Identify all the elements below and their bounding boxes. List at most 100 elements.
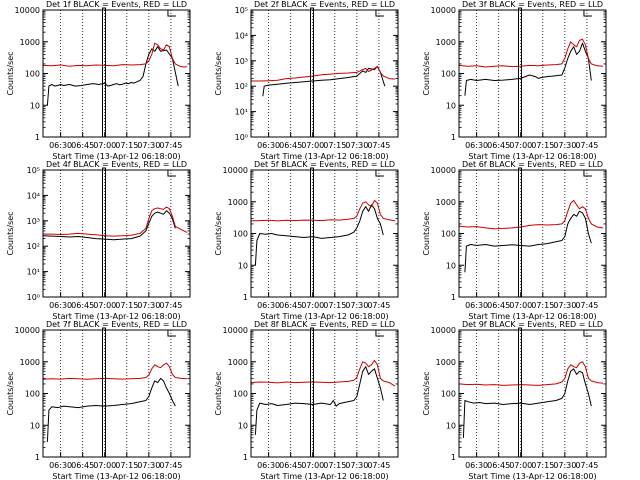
y-tick-label: 1 <box>35 133 40 142</box>
x-tick-label: 07:45 <box>159 141 182 150</box>
y-tick-label: 10 <box>446 101 456 110</box>
x-tick-label: 07:15 <box>323 141 346 150</box>
plot-frame <box>250 9 399 138</box>
y-axis-label: Counts/sec <box>214 371 223 415</box>
time-marker <box>310 7 315 138</box>
series-events <box>464 42 592 96</box>
x-tick-label: 06:30 <box>49 141 72 150</box>
y-tick-label: 100 <box>25 70 40 79</box>
x-tick-label: 06:30 <box>257 141 280 150</box>
time-marker <box>310 327 315 458</box>
panel-det-6: Det 6f BLACK = Events, RED = LLD Counts/s… <box>422 160 607 321</box>
panel-det-1: Det 1f BLACK = Events, RED = LLD Counts/s… <box>6 0 191 161</box>
panel-det-7: Det 7f BLACK = Events, RED = LLD Counts/s… <box>6 320 191 480</box>
x-axis-label: Start Time (13-Apr-12 06:18:00) <box>260 312 388 321</box>
interval-marker <box>375 170 384 177</box>
x-tick-label: 07:45 <box>367 301 390 310</box>
x-tick-label: 06:30 <box>465 301 488 310</box>
plot-frame <box>458 329 607 458</box>
x-axis-label: Start Time (13-Apr-12 06:18:00) <box>260 472 388 480</box>
y-tick-label: 10 <box>30 101 40 110</box>
y-tick-label: 100 <box>441 390 456 399</box>
y-axis-label: Counts/sec <box>214 51 223 95</box>
y-tick-label: 100 <box>441 70 456 79</box>
x-tick-label: 07:45 <box>575 301 598 310</box>
y-axis-label: Counts/sec <box>6 51 15 95</box>
x-axis-label: Start Time (13-Apr-12 06:18:00) <box>468 312 596 321</box>
panel-title: Det 3f BLACK = Events, RED = LLD <box>462 0 603 9</box>
x-tick-label: 07:15 <box>323 461 346 470</box>
x-tick-label: 07:30 <box>345 141 368 150</box>
y-tick-label: 100 <box>233 230 248 239</box>
panel-title: Det 4f BLACK = Events, RED = LLD <box>46 160 187 169</box>
x-tick-label: 07:00 <box>301 301 324 310</box>
panel-title: Det 7f BLACK = Events, RED = LLD <box>46 320 187 329</box>
y-tick-label: 10 <box>446 421 456 430</box>
y-tick-label: 1000 <box>436 38 456 47</box>
y-tick-label: 10000 <box>431 6 456 15</box>
interval-marker <box>583 170 592 177</box>
x-tick-label: 07:45 <box>575 141 598 150</box>
panel-det-3: Det 3f BLACK = Events, RED = LLD Counts/s… <box>422 0 607 161</box>
plot-frame <box>458 9 607 138</box>
y-tick-label: 1000 <box>20 358 40 367</box>
x-tick-label: 07:00 <box>93 301 116 310</box>
x-axis-label: Start Time (13-Apr-12 06:18:00) <box>468 472 596 480</box>
y-tick-label: 10⁴ <box>235 31 248 40</box>
x-tick-label: 06:45 <box>279 141 302 150</box>
series-lld <box>42 42 188 68</box>
y-tick-label: 10000 <box>223 166 248 175</box>
y-tick-label: 10³ <box>235 57 248 66</box>
interval-marker <box>167 170 176 177</box>
y-tick-label: 10000 <box>431 166 456 175</box>
x-tick-label: 07:30 <box>553 461 576 470</box>
y-tick-label: 10¹ <box>235 108 248 117</box>
x-tick-label: 07:00 <box>509 141 532 150</box>
y-tick-label: 10² <box>27 242 40 251</box>
y-tick-label: 1 <box>243 293 248 302</box>
plot-frame <box>42 169 191 298</box>
series-lld <box>43 206 188 237</box>
plot-frame <box>458 169 607 298</box>
y-tick-label: 1 <box>451 133 456 142</box>
y-tick-label: 100 <box>25 390 40 399</box>
x-tick-label: 07:45 <box>367 461 390 470</box>
interval-marker <box>583 330 592 337</box>
x-tick-label: 07:00 <box>509 301 532 310</box>
x-tick-label: 06:30 <box>257 461 280 470</box>
x-tick-label: 06:45 <box>279 461 302 470</box>
panel-title: Det 5f BLACK = Events, RED = LLD <box>254 160 395 169</box>
y-tick-label: 10⁰ <box>235 133 248 142</box>
y-tick-label: 10⁰ <box>27 293 40 302</box>
x-tick-label: 07:30 <box>137 461 160 470</box>
panel-det-5: Det 5f BLACK = Events, RED = LLD Counts/s… <box>214 160 399 321</box>
time-marker <box>102 327 107 458</box>
y-tick-label: 1 <box>451 293 456 302</box>
x-tick-label: 07:15 <box>531 141 554 150</box>
x-tick-label: 06:30 <box>257 301 280 310</box>
interval-marker <box>167 10 176 17</box>
x-tick-label: 07:45 <box>367 141 390 150</box>
y-tick-label: 10 <box>238 421 248 430</box>
series-events <box>42 210 176 241</box>
series-lld <box>250 199 396 222</box>
y-tick-label: 10000 <box>431 326 456 335</box>
x-tick-label: 06:45 <box>487 461 510 470</box>
y-tick-label: 1000 <box>436 198 456 207</box>
y-axis-label: Counts/sec <box>214 211 223 255</box>
time-marker <box>518 327 523 458</box>
panel-title: Det 2f BLACK = Events, RED = LLD <box>254 0 395 9</box>
y-axis-label: Counts/sec <box>422 51 431 95</box>
series-lld <box>251 65 396 82</box>
x-tick-label: 06:30 <box>49 301 72 310</box>
x-tick-label: 06:30 <box>465 461 488 470</box>
y-tick-label: 10³ <box>27 217 40 226</box>
x-tick-label: 07:15 <box>323 301 346 310</box>
series-lld <box>250 359 396 387</box>
y-axis-label: Counts/sec <box>422 371 431 415</box>
y-tick-label: 10⁵ <box>235 6 248 15</box>
plot-frame <box>42 329 191 458</box>
x-tick-label: 06:45 <box>487 301 510 310</box>
x-tick-label: 07:15 <box>531 301 554 310</box>
